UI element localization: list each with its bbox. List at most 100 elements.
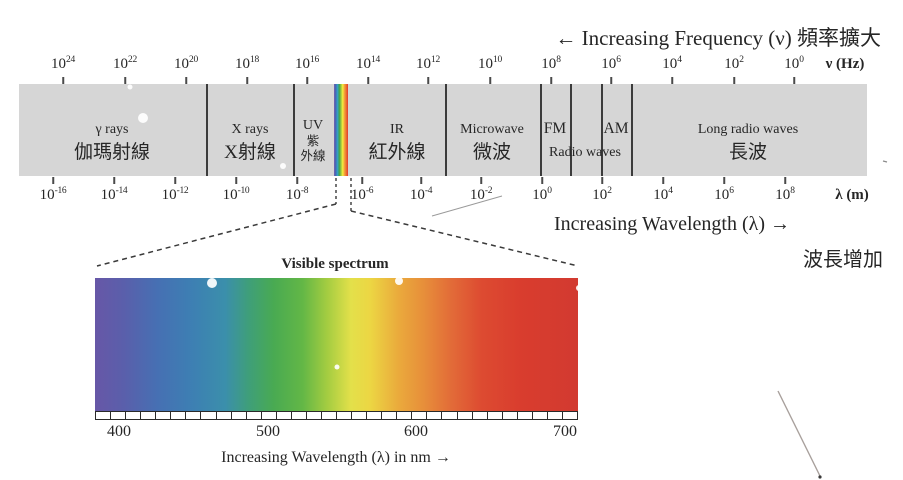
wavelength-caption-zh: 波長增加 [803, 249, 883, 271]
nm-tick-label: 500 [256, 423, 280, 440]
ruler-cell [456, 411, 473, 420]
frequency-tick-mark [367, 77, 369, 84]
ruler-cell [486, 411, 503, 420]
ruler-cell [336, 411, 353, 420]
wavelength-tick-label: 102 [592, 186, 612, 203]
ruler-cell [215, 411, 232, 420]
region-label-am: AM [603, 120, 629, 137]
wavelength-tick-mark [296, 177, 298, 184]
ruler-cell [95, 411, 112, 420]
region-label-long-radio: Long radio waves [697, 122, 799, 137]
frequency-tick-label: 1014 [356, 55, 380, 72]
region-label-radio-waves: Radio waves [549, 145, 621, 160]
wavelength-tick-mark [113, 177, 115, 184]
band-divider [570, 84, 572, 176]
wavelength-tick-mark [52, 177, 54, 184]
frequency-tick-label: 1010 [478, 55, 502, 72]
ruler-cell [140, 411, 157, 420]
frequency-tick-label: 102 [724, 55, 744, 72]
wavelength-tick-label: 10-2 [469, 186, 493, 203]
ruler-cell [170, 411, 187, 420]
region-label-gamma: 伽瑪射線 [73, 142, 151, 163]
ruler-cell [200, 411, 217, 420]
visible-spectrum-gradient [95, 278, 578, 411]
wavelength-tick-label: 10-4 [409, 186, 433, 203]
wavelength-tick-mark [361, 177, 363, 184]
nm-caption: Increasing Wavelength (λ) in nm → [221, 449, 451, 466]
frequency-tick-label: 100 [784, 55, 804, 72]
ruler-cell [275, 411, 292, 420]
wavelength-tick-label: 106 [714, 186, 734, 203]
region-label-fm: FM [543, 120, 567, 137]
ruler-cell [441, 411, 458, 420]
frequency-tick-mark [306, 77, 308, 84]
wavelength-tick-label: 10-10 [222, 186, 250, 203]
region-label-uv: 外線 [300, 149, 326, 163]
band-divider [206, 84, 208, 176]
frequency-tick-label: 1022 [113, 55, 137, 72]
wavelength-tick-mark [723, 177, 725, 184]
wavelength-tick-label: 100 [532, 186, 552, 203]
wavelength-tick-label: 10-6 [350, 186, 374, 203]
frequency-tick-mark [246, 77, 248, 84]
wavelength-tick-label: 10-16 [39, 186, 67, 203]
ruler-cell [260, 411, 277, 420]
increasing-wavelength-caption: Increasing Wavelength (λ) → [554, 213, 790, 235]
region-label-xray: X rays [231, 122, 269, 137]
region-label-microwave: Microwave [460, 122, 524, 137]
ruler-cell [185, 411, 202, 420]
ruler-cell [125, 411, 142, 420]
ruler-cell [471, 411, 488, 420]
frequency-tick-label: 1020 [174, 55, 198, 72]
region-label-gamma: γ rays [95, 122, 129, 137]
frequency-tick-mark [185, 77, 187, 84]
scan-artifact-dash [882, 160, 888, 163]
wavelength-tick-mark [601, 177, 603, 184]
ruler-cell [516, 411, 533, 420]
wavelength-tick-mark [235, 177, 237, 184]
band-divider [293, 84, 295, 176]
ruler-cell [155, 411, 172, 420]
frequency-tick-mark [733, 77, 735, 84]
ruler-cell [561, 411, 578, 420]
rainbow-stripe [334, 84, 348, 176]
frequency-tick-mark [124, 77, 126, 84]
wavelength-tick-mark [480, 177, 482, 184]
band-divider [445, 84, 447, 176]
scan-artifact-line [777, 390, 821, 477]
ruler-cell [531, 411, 548, 420]
ruler-cell [305, 411, 322, 420]
wavelength-tick-label: 108 [775, 186, 795, 203]
spectrum-band [19, 84, 867, 176]
frequency-tick-label: 108 [541, 55, 561, 72]
scan-artifact-dot [818, 475, 822, 479]
frequency-tick-mark [550, 77, 552, 84]
ruler-cell [381, 411, 398, 420]
band-divider [631, 84, 633, 176]
ruler-cell [320, 411, 337, 420]
wavelength-tick-mark [784, 177, 786, 184]
wavelength-tick-mark [662, 177, 664, 184]
ruler-cell [366, 411, 383, 420]
nm-tick-label: 700 [553, 423, 577, 440]
nm-ruler [95, 411, 578, 420]
ruler-cell [396, 411, 413, 420]
frequency-tick-mark [62, 77, 64, 84]
ruler-cell [245, 411, 262, 420]
increasing-frequency-caption: ← Increasing Frequency (ν) 頻率擴大 [555, 26, 881, 50]
frequency-tick-mark [427, 77, 429, 84]
wavelength-tick-label: 104 [653, 186, 673, 203]
region-label-ir: 紅外線 [368, 142, 426, 163]
visible-spectrum-title: Visible spectrum [281, 256, 389, 272]
ruler-cell [411, 411, 428, 420]
ruler-cell [230, 411, 247, 420]
frequency-unit-label: ν (Hz) [825, 56, 865, 72]
ruler-cell [110, 411, 127, 420]
frequency-tick-mark [489, 77, 491, 84]
frequency-tick-label: 1024 [51, 55, 75, 72]
wavelength-tick-label: 10-8 [285, 186, 309, 203]
nm-tick-label: 600 [404, 423, 428, 440]
ruler-cell [426, 411, 443, 420]
region-label-uv: UV [302, 118, 324, 133]
